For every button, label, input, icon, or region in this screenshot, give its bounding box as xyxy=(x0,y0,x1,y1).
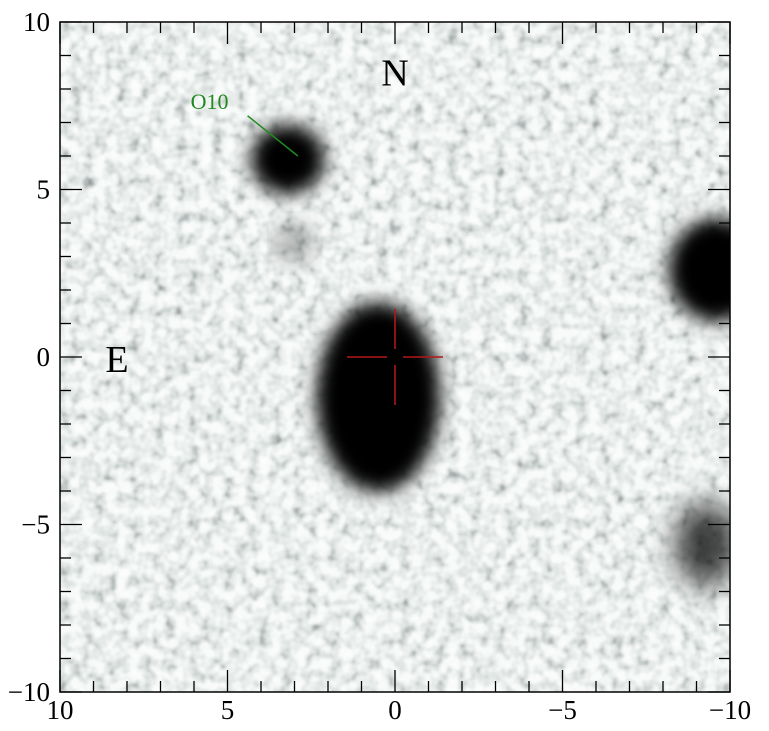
x-tick-label: 10 xyxy=(47,695,74,725)
source-lower-right-source xyxy=(674,502,730,587)
y-tick-label: 0 xyxy=(37,342,51,372)
source-label-o10: O10 xyxy=(191,89,229,114)
crosshair-marker xyxy=(347,309,443,405)
source-faint-knot xyxy=(280,227,309,260)
compass-east-label: E xyxy=(105,339,128,381)
x-tick-label: 5 xyxy=(221,695,235,725)
compass-north-label: N xyxy=(381,53,408,95)
sources-layer xyxy=(250,124,730,587)
source-o10-blob xyxy=(250,124,325,195)
x-tick-label: 0 xyxy=(388,695,402,725)
y-tick-label: 5 xyxy=(37,175,51,205)
x-tick-label: −10 xyxy=(709,695,751,725)
y-tick-label: 10 xyxy=(23,7,50,37)
source-right-edge-source xyxy=(668,217,730,322)
source-leader-line xyxy=(247,115,299,157)
y-tick-label: −5 xyxy=(21,510,50,540)
y-tick-label: −10 xyxy=(8,677,50,707)
image-area xyxy=(60,22,730,692)
x-tick-label: −5 xyxy=(548,695,577,725)
ticks-layer xyxy=(59,21,731,693)
source-main-galaxy xyxy=(316,302,441,493)
